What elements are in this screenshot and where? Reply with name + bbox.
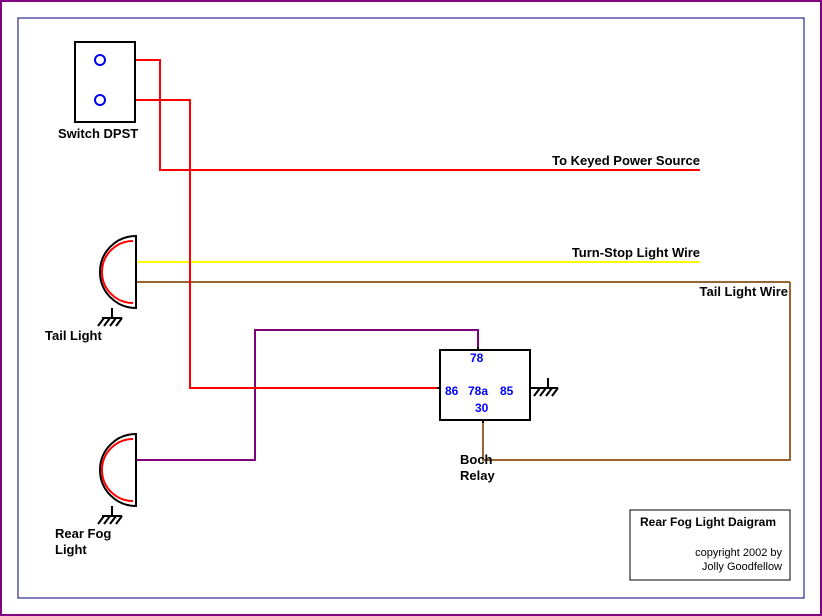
svg-text:85: 85 [500,384,514,398]
svg-text:copyright 2002 by: copyright 2002 by [695,547,782,559]
svg-text:86: 86 [445,384,459,398]
svg-text:Turn-Stop Light Wire: Turn-Stop Light Wire [572,245,700,260]
lamp [98,236,136,326]
svg-text:Tail Light Wire: Tail Light Wire [700,284,788,299]
switch-dpst [75,42,135,122]
svg-text:Tail Light: Tail Light [45,328,102,343]
svg-text:78: 78 [470,351,484,365]
svg-text:Rear Fog: Rear Fog [55,526,111,541]
svg-text:Switch DPST: Switch DPST [58,126,138,141]
lamp [98,434,136,524]
svg-text:Jolly Goodfellow: Jolly Goodfellow [702,561,782,573]
svg-text:Rear Fog Light Daigram: Rear Fog Light Daigram [640,515,776,529]
svg-text:Boch: Boch [460,452,493,467]
svg-text:Relay: Relay [460,468,495,483]
svg-text:To Keyed Power Source: To Keyed Power Source [552,153,700,168]
svg-text:78a: 78a [468,384,488,398]
svg-text:30: 30 [475,401,489,415]
svg-text:Light: Light [55,542,87,557]
